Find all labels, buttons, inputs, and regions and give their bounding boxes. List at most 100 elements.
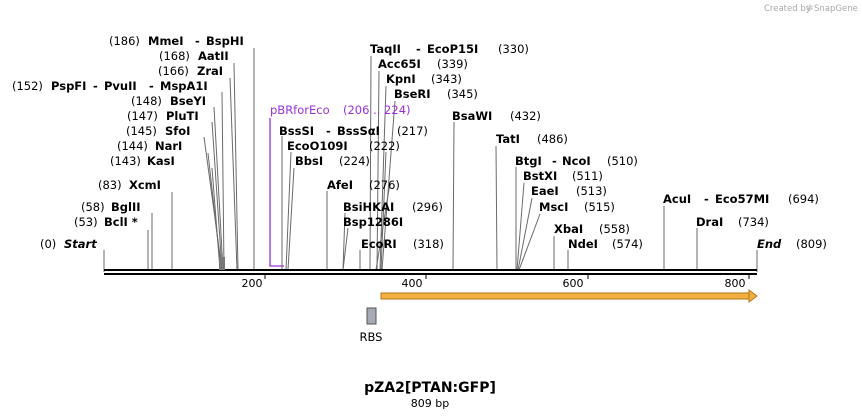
site-name: EaeI — [531, 184, 559, 198]
cut-line — [375, 182, 391, 271]
site-pos: (296) — [412, 200, 443, 214]
watermark-prefix: Created by — [764, 4, 811, 14]
site-name: BssSI — [279, 124, 314, 138]
site-name: NcoI — [562, 154, 591, 168]
site-name: BssSαI — [337, 124, 380, 138]
site-pos: (343) — [431, 72, 462, 86]
site-name: KasI — [147, 154, 175, 168]
site-name: BsiHKAI — [343, 200, 394, 214]
cut-line — [211, 121, 223, 271]
site-pos: (222) — [369, 139, 400, 153]
site-name: PvuII — [104, 79, 137, 93]
gfp-arrow-head — [748, 289, 758, 303]
end-name: End — [757, 237, 782, 251]
end-pos: (809) — [796, 237, 827, 251]
site-name: XcmI — [129, 178, 161, 192]
site-name: TaqII — [370, 42, 401, 56]
cut-line — [213, 106, 224, 271]
tick-label: 200 — [242, 277, 263, 290]
cut-line — [342, 212, 346, 271]
site-name: NarI — [155, 139, 182, 153]
cut-line — [381, 100, 396, 271]
site-name: TatI — [496, 132, 520, 146]
primer-pbrforeco[interactable]: pBRforEco (206 .. 224) — [269, 103, 411, 267]
site-pos: (345) — [447, 87, 478, 101]
svg-text:-: - — [552, 154, 557, 168]
start-pos: (0) — [40, 237, 56, 251]
site-labels: (0) Start End (809) (53) BclI * (58) Bgl… — [12, 34, 827, 251]
site-name: NdeI — [568, 237, 598, 251]
svg-text:-: - — [704, 192, 709, 206]
site-name: XbaI — [554, 222, 583, 236]
cut-line — [233, 62, 239, 271]
site-pos: (515) — [584, 200, 615, 214]
cut-line — [221, 91, 225, 271]
site-name: EcoO109I — [287, 139, 348, 153]
site-pos: (145) — [126, 124, 157, 138]
site-name: MscI — [539, 200, 568, 214]
svg-text:-: - — [149, 79, 154, 93]
site-pos: (143) — [110, 154, 141, 168]
sequence-backbone — [104, 257, 757, 275]
feature-gfp[interactable] — [380, 289, 758, 303]
site-pos: (510) — [607, 154, 638, 168]
scale-axis: 200 400 600 800 — [242, 274, 750, 290]
cut-line — [452, 121, 455, 271]
site-pos: (168) — [159, 49, 190, 63]
svg-text:-: - — [326, 124, 331, 138]
site-name: MmeI — [148, 34, 184, 48]
site-pos: (513) — [576, 184, 607, 198]
site-pos: (53) — [74, 215, 98, 229]
site-pos: (147) — [127, 109, 158, 123]
cut-line — [369, 55, 372, 271]
site-name: PluTI — [166, 109, 199, 123]
rbs-label: RBS — [360, 330, 383, 344]
snapgene-logo-icon: ✻ — [806, 4, 814, 14]
site-name: BbsI — [295, 154, 323, 168]
gfp-arrow-body — [380, 292, 750, 300]
watermark-brand: SnapGene — [814, 4, 858, 14]
site-pos: (694) — [788, 192, 819, 206]
rbs-box — [366, 307, 377, 325]
svg-text:-: - — [93, 79, 98, 93]
site-cluster-mark — [219, 257, 225, 270]
plasmid-size: 809 bp — [411, 397, 449, 410]
cut-line — [495, 145, 498, 271]
site-pos: (144) — [117, 139, 148, 153]
site-pos: (511) — [572, 169, 603, 183]
site-pos: (224) — [339, 154, 370, 168]
site-name: BclI * — [104, 215, 138, 229]
site-name: BseYI — [170, 94, 206, 108]
primer-name: pBRforEco — [270, 103, 330, 117]
site-name: KpnI — [386, 72, 416, 86]
feature-rbs[interactable]: RBS — [360, 307, 383, 344]
site-name: Eco57MI — [715, 192, 769, 206]
svg-text:-: - — [195, 34, 200, 48]
tick-label: 400 — [402, 277, 423, 290]
site-pos: (186) — [109, 34, 140, 48]
site-name: AfeI — [327, 178, 353, 192]
site-name: SfoI — [165, 124, 190, 138]
site-pos: (148) — [131, 94, 162, 108]
site-pos: (432) — [510, 109, 541, 123]
site-pos: (58) — [81, 200, 105, 214]
primer-bracket — [269, 118, 284, 267]
cut-line — [517, 197, 533, 271]
svg-text:-: - — [416, 42, 421, 56]
cut-line — [380, 151, 387, 271]
map-title-block: pZA2[PTAN:GFP] 809 bp — [364, 380, 496, 410]
site-name: BseRI — [394, 87, 431, 101]
site-name: PspFI — [51, 79, 86, 93]
cut-line — [285, 151, 292, 271]
site-name: BglII — [111, 200, 141, 214]
site-name: Bsp1286I — [343, 215, 403, 229]
site-pos: (276) — [369, 178, 400, 192]
tick-label: 600 — [563, 277, 584, 290]
plasmid-name: pZA2[PTAN:GFP] — [364, 380, 496, 396]
site-name: BstXI — [523, 169, 557, 183]
site-name: BtgI — [515, 154, 542, 168]
site-name: AatII — [198, 49, 229, 63]
cut-line — [203, 136, 223, 271]
site-name: EcoP15I — [427, 42, 478, 56]
site-name: BspHI — [206, 34, 244, 48]
